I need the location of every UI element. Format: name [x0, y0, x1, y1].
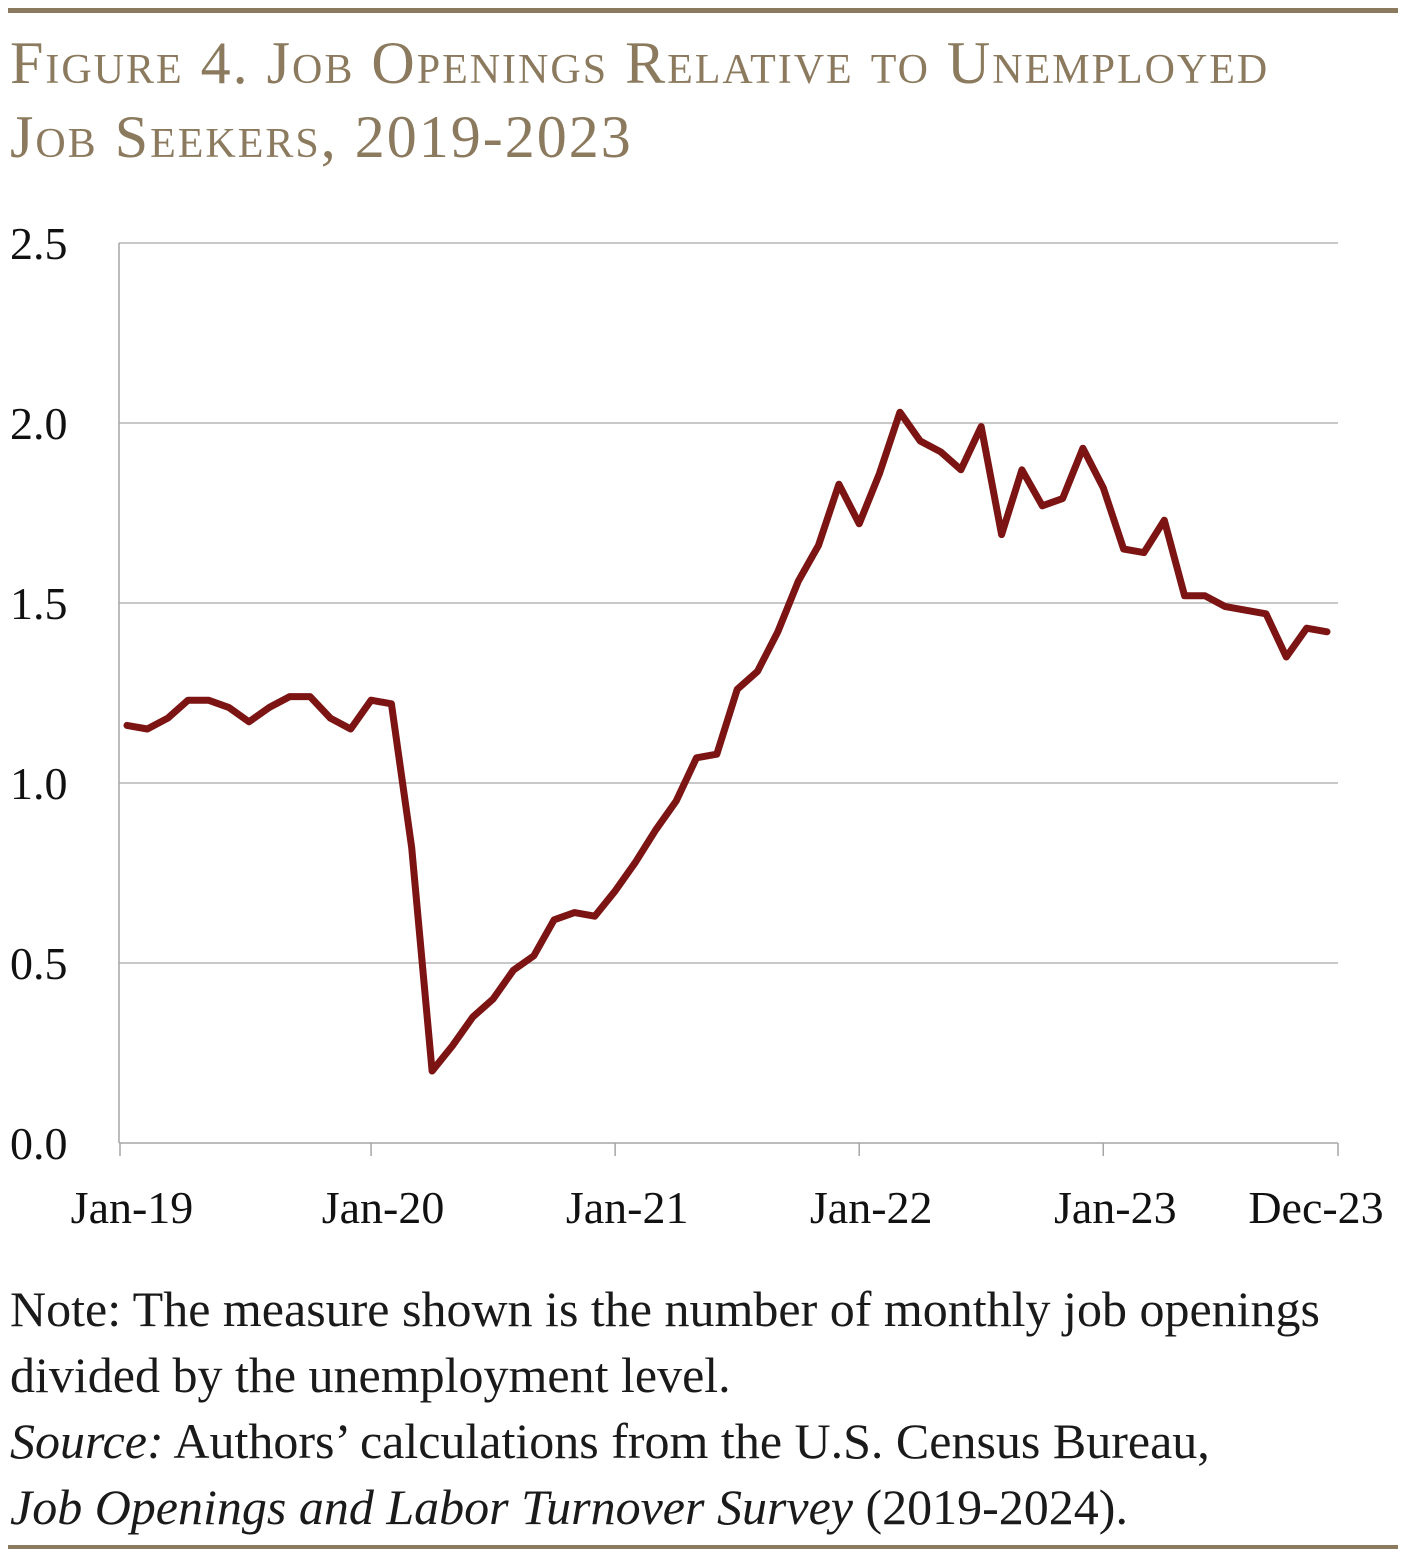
- bottom-rule: [8, 1545, 1398, 1549]
- x-tick-label-Jan-23: Jan-23: [1054, 1182, 1177, 1233]
- y-tick-label-2.5: 2.5: [10, 218, 68, 269]
- source-label: Source:: [10, 1413, 164, 1469]
- source-text: Source: Authors’ calculations from the U…: [10, 1408, 1400, 1540]
- source-years: (2019-2024).: [865, 1479, 1128, 1535]
- x-tick-label-Jan-21: Jan-21: [566, 1182, 689, 1233]
- x-tick-label-Jan-22: Jan-22: [810, 1182, 933, 1233]
- y-tick-label-1.0: 1.0: [10, 758, 68, 809]
- y-tick-label-0.5: 0.5: [10, 938, 68, 989]
- y-tick-label-2.0: 2.0: [10, 398, 68, 449]
- y-tick-label-0.0: 0.0: [10, 1118, 68, 1169]
- figure-note: Note: The measure shown is the number of…: [10, 1276, 1400, 1540]
- x-tick-label-Dec-23: Dec-23: [1248, 1182, 1383, 1233]
- line-chart: 0.0 0.5 1.0 1.5 2.0 2.5 Jan-19 Jan-20 Jan-21 Jan-…: [10, 218, 1384, 1233]
- x-tick-label-Jan-19: Jan-19: [71, 1182, 194, 1233]
- title-line-1: Figure 4. Job Openings Relative to Unemp…: [10, 30, 1270, 96]
- top-rule: [8, 8, 1398, 13]
- title-line-2: Job Seekers, 2019-2023: [10, 104, 633, 170]
- series-line-0: [123, 408, 1331, 1075]
- y-tick-label-1.5: 1.5: [10, 578, 68, 629]
- source-survey: Job Openings and Labor Turnover Survey: [10, 1479, 853, 1535]
- source-citation: Authors’ calculations from the U.S. Cens…: [173, 1413, 1210, 1469]
- note-text: Note: The measure shown is the number of…: [10, 1281, 1320, 1403]
- x-tick-label-Jan-20: Jan-20: [322, 1182, 445, 1233]
- figure-title: Figure 4. Job Openings Relative to Unemp…: [10, 26, 1390, 174]
